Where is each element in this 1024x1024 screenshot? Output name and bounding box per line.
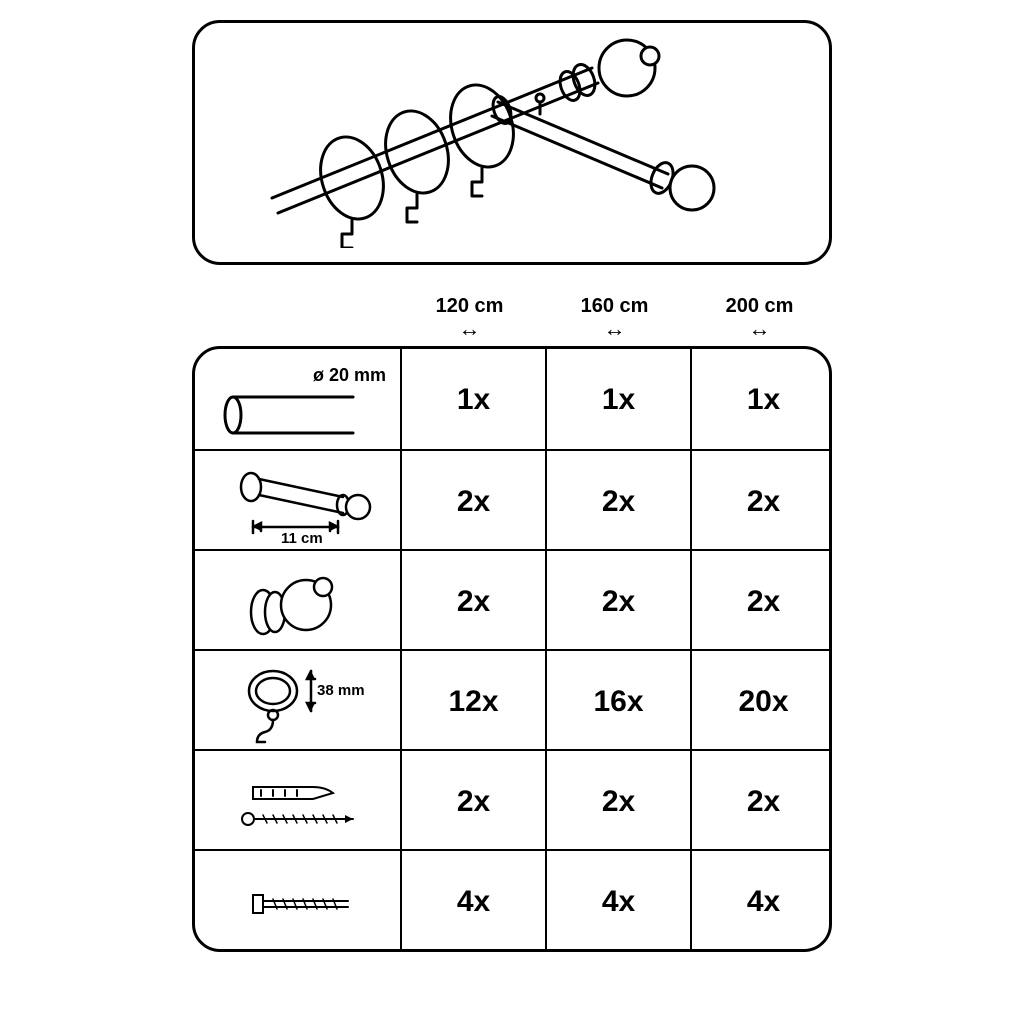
qty-cell: 4x <box>400 851 545 952</box>
rod-icon: ø 20 mm <box>195 349 400 451</box>
qty-cell: 1x <box>690 349 832 451</box>
bracket-icon: 11 cm <box>195 451 400 553</box>
column-headers: 120 cm ↔ 160 cm ↔ 200 cm ↔ <box>192 295 832 340</box>
curtain-rod-assembly-illustration <box>232 38 792 248</box>
qty-cell: 2x <box>400 451 545 553</box>
qty-cell: 2x <box>690 551 832 653</box>
qty-cell: 1x <box>545 349 690 451</box>
qty-cell: 2x <box>690 751 832 853</box>
ring-diameter-label: 38 mm <box>317 682 365 699</box>
qty-cell: 4x <box>545 851 690 952</box>
ring-hook-icon: 38 mm <box>195 651 400 753</box>
table-row: 2x 2x 2x <box>195 549 829 649</box>
header-label: 160 cm <box>581 295 649 318</box>
header-label: 120 cm <box>436 295 504 318</box>
width-arrow-icon: ↔ <box>604 318 626 340</box>
header-200cm: 200 cm ↔ <box>687 295 832 340</box>
qty-cell: 4x <box>690 851 832 952</box>
header-label: 200 cm <box>726 295 794 318</box>
qty-cell: 2x <box>545 451 690 553</box>
qty-cell: 16x <box>545 651 690 753</box>
parts-quantity-table: ø 20 mm 1x 1x 1x <box>192 346 832 952</box>
qty-cell: 2x <box>690 451 832 553</box>
qty-cell: 20x <box>690 651 832 753</box>
table-row: 2x 2x 2x <box>195 749 829 849</box>
qty-cell: 2x <box>545 551 690 653</box>
bolt-icon <box>195 851 400 952</box>
header-160cm: 160 cm ↔ <box>542 295 687 340</box>
bracket-length-label: 11 cm <box>281 530 323 547</box>
rod-diameter-label: ø 20 mm <box>313 365 386 385</box>
qty-cell: 2x <box>400 551 545 653</box>
qty-cell: 12x <box>400 651 545 753</box>
plug-screw-icon <box>195 751 400 853</box>
qty-cell: 2x <box>400 751 545 853</box>
table-row: ø 20 mm 1x 1x 1x <box>195 349 829 449</box>
product-illustration-frame <box>192 20 832 265</box>
qty-cell: 2x <box>545 751 690 853</box>
finial-icon <box>195 551 400 653</box>
width-arrow-icon: ↔ <box>749 318 771 340</box>
table-row: 4x 4x 4x <box>195 849 829 949</box>
table-row: 38 mm 12x 16x 20x <box>195 649 829 749</box>
header-120cm: 120 cm ↔ <box>397 295 542 340</box>
table-row: 11 cm 2x 2x 2x <box>195 449 829 549</box>
width-arrow-icon: ↔ <box>459 318 481 340</box>
qty-cell: 1x <box>400 349 545 451</box>
